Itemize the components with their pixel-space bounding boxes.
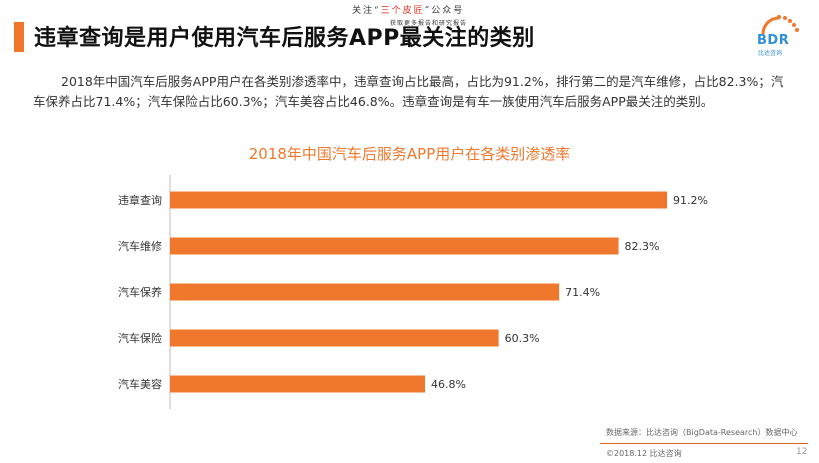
bar <box>170 329 499 347</box>
data-source: 数据来源：比达咨询（BigData-Research）数据中心 <box>606 428 798 437</box>
bar <box>170 283 560 301</box>
top-note-suffix: ”公众号 <box>424 6 465 16</box>
value-label: 71.4% <box>565 286 600 299</box>
top-note-prefix: 关注“ <box>352 6 381 16</box>
page-title: 违章查询是用户使用汽车后服务APP最关注的类别 <box>34 26 535 51</box>
bar-chart: 违章查询 91.2% 汽车维修 82.3% 汽车保养 71.4% 汽车保险 60.3% 汽车美容… <box>118 175 708 409</box>
value-label: 82.3% <box>625 240 660 253</box>
top-note: 关注“三个皮匠”公众号 <box>352 3 464 16</box>
footer-divider <box>600 443 808 444</box>
bar <box>170 237 619 255</box>
description-paragraph: 2018年中国汽车后服务APP用户在各类别渗透率中，违章查询占比最高，占比为91… <box>33 74 784 109</box>
chart-title: 2018年中国汽车后服务APP用户在各类别渗透率 <box>248 145 571 163</box>
value-label: 46.8% <box>431 378 466 391</box>
category-label: 违章查询 <box>118 193 162 207</box>
bar <box>170 375 426 393</box>
logo-subtext: 比达咨询 <box>758 50 783 57</box>
copyright: ©2018.12 比达咨询 <box>606 449 682 458</box>
category-label: 汽车保险 <box>118 331 162 345</box>
category-label: 汽车美容 <box>118 377 162 391</box>
category-label: 汽车维修 <box>118 239 162 253</box>
page-number: 12 <box>796 447 808 457</box>
category-label: 汽车保养 <box>118 285 162 299</box>
value-label: 60.3% <box>505 332 540 345</box>
title-accent-bar <box>14 22 24 52</box>
value-label: 91.2% <box>673 194 708 207</box>
bar <box>170 191 668 209</box>
bdr-logo-icon <box>761 15 799 35</box>
top-note-line2: 获取更多报告和研究报告 <box>390 20 468 27</box>
top-note-highlight: 三个皮匠 <box>380 6 425 16</box>
logo-text: BDR <box>757 33 790 48</box>
